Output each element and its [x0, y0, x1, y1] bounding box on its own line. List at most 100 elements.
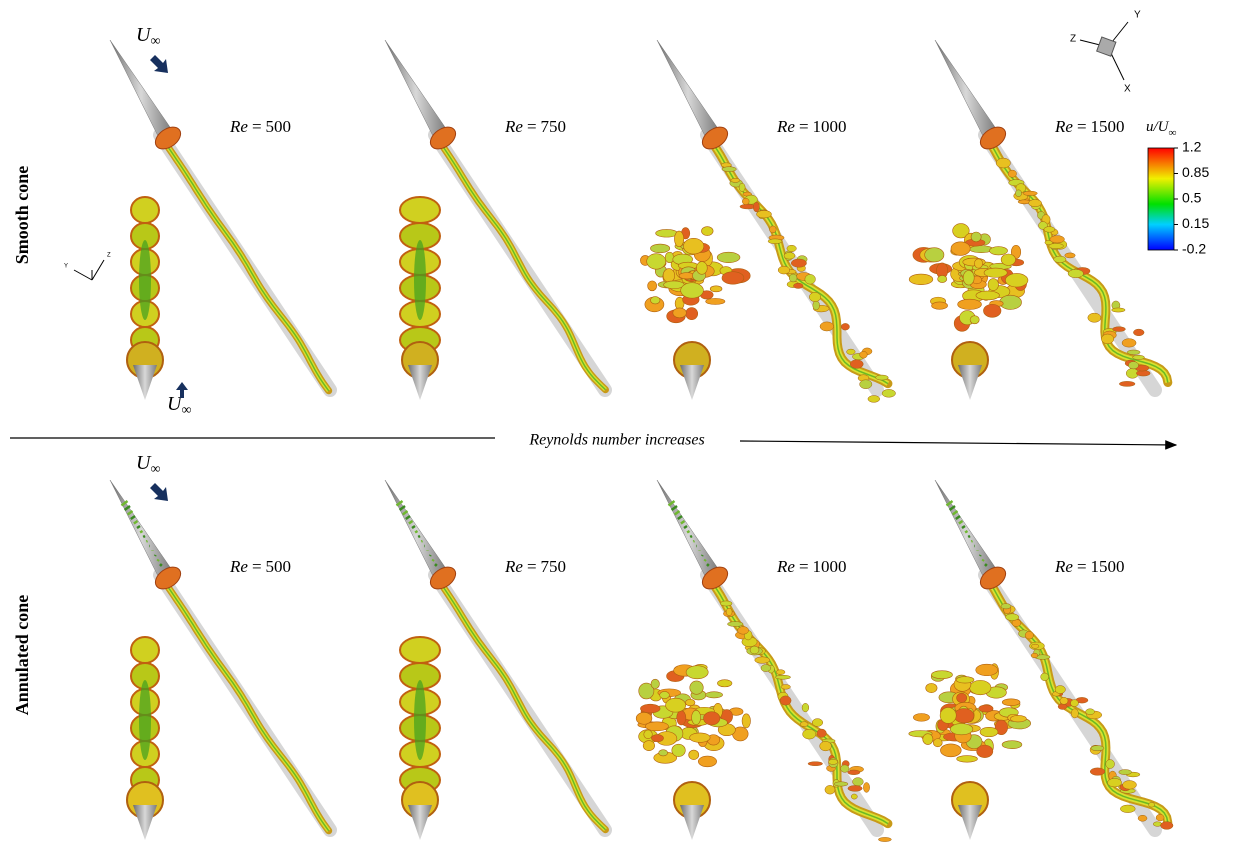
- vortex: [1120, 805, 1135, 813]
- vortex: [1161, 822, 1173, 830]
- annulus: [705, 560, 706, 562]
- vortex: [717, 680, 732, 687]
- annulus: [158, 560, 159, 562]
- vortex: [1088, 313, 1101, 322]
- vortex: [696, 262, 707, 275]
- vortex: [1119, 770, 1132, 775]
- re-value: 1500: [1091, 117, 1125, 136]
- vortex: [643, 741, 655, 751]
- cone: [385, 40, 447, 140]
- vortex: [1060, 697, 1068, 704]
- vortex: [809, 292, 820, 301]
- annulus: [707, 564, 709, 566]
- cone: [935, 480, 997, 580]
- vortex: [925, 248, 944, 262]
- vortex: [1128, 362, 1138, 369]
- vortex: [690, 681, 703, 694]
- vortex: [742, 714, 750, 728]
- panel: [385, 480, 606, 840]
- re-value: 1000: [813, 117, 847, 136]
- panel: [909, 480, 1173, 840]
- re-eq: =: [799, 117, 809, 136]
- vortex: [932, 302, 948, 309]
- vortex: [957, 756, 978, 763]
- vortex: [820, 741, 832, 751]
- re-symbol: Re: [1054, 557, 1073, 576]
- annulus: [965, 531, 967, 533]
- vortex: [768, 239, 782, 244]
- vortex: [784, 252, 795, 259]
- annulus: [962, 526, 965, 528]
- vortex: [817, 729, 826, 737]
- cone-front: [133, 805, 157, 840]
- front-view: [909, 664, 1031, 840]
- vortex: [1101, 334, 1113, 344]
- vortex: [1106, 760, 1115, 769]
- vortex: [775, 675, 790, 679]
- vortex: [989, 247, 1007, 255]
- vortex: [656, 229, 678, 237]
- vortex: [769, 226, 776, 233]
- re-eq: =: [799, 557, 809, 576]
- vortex: [755, 657, 770, 663]
- annulus: [435, 564, 437, 566]
- vortex: [1065, 253, 1075, 258]
- vortex: [651, 679, 659, 688]
- triad-label: X: [1124, 84, 1131, 95]
- front-view: [400, 637, 440, 840]
- vortex: [1031, 653, 1038, 658]
- vortex: [840, 765, 849, 772]
- vortex: [979, 705, 993, 712]
- re-symbol: Re: [776, 557, 795, 576]
- front-view: [636, 664, 750, 840]
- vortex: [909, 274, 933, 285]
- re-label: Re=1000: [776, 117, 847, 136]
- vortex: [1122, 339, 1136, 348]
- re-label: Re=750: [504, 557, 566, 576]
- vortex: [1090, 768, 1105, 775]
- colorbar-title-main: u/U: [1146, 119, 1170, 135]
- re-eq: =: [252, 557, 262, 576]
- vortex: [963, 270, 974, 285]
- vortex: [878, 837, 891, 841]
- freestream-label: U∞: [136, 452, 160, 478]
- cone-front: [408, 805, 432, 840]
- vortex: [1002, 699, 1020, 706]
- vortex: [706, 298, 725, 304]
- vortex: [971, 232, 981, 242]
- vortex: [753, 202, 759, 212]
- vortex: [722, 272, 744, 285]
- colorbar: u/U∞ 1.20.850.50.15-0.2: [1146, 119, 1209, 256]
- vortex: [663, 269, 675, 283]
- vortex: [841, 323, 849, 330]
- vortex: [722, 167, 736, 172]
- re-symbol: Re: [229, 117, 248, 136]
- front-view: [640, 227, 750, 400]
- annulus: [430, 555, 431, 556]
- triad-label: Y: [64, 264, 68, 270]
- front-view: [400, 197, 440, 400]
- vortex-ring: [131, 637, 159, 663]
- vortex: [1002, 741, 1022, 749]
- re-eq: =: [527, 557, 537, 576]
- vortex: [726, 608, 732, 615]
- vortex: [940, 744, 961, 757]
- vortex: [681, 283, 704, 298]
- vortex: [868, 396, 880, 403]
- vortex: [950, 724, 973, 735]
- vortex: [781, 685, 790, 690]
- re-symbol: Re: [776, 117, 795, 136]
- vortex: [976, 291, 1000, 300]
- vortex: [931, 671, 952, 679]
- flow-arrow: [150, 55, 168, 73]
- vortex: [1068, 269, 1083, 277]
- vortex: [787, 245, 796, 252]
- vortex: [958, 299, 982, 309]
- vortex: [828, 759, 837, 764]
- vortex: [1138, 815, 1147, 821]
- panel: [640, 40, 895, 402]
- vortex: [720, 601, 732, 606]
- annulus: [412, 526, 415, 528]
- panel: [110, 40, 330, 400]
- front-view: [127, 637, 163, 840]
